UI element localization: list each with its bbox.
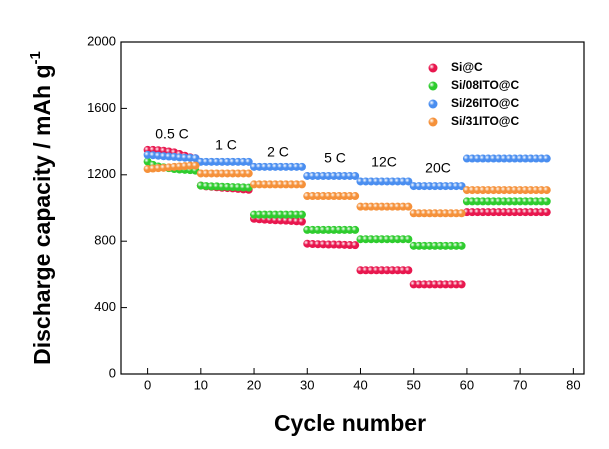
data-point	[404, 202, 413, 211]
data-point	[457, 241, 466, 250]
y-tick-label: 1200	[87, 166, 116, 181]
x-tick-label: 60	[460, 377, 474, 392]
y-axis-label-sup: -1	[27, 51, 44, 64]
plot-frame	[120, 41, 585, 375]
legend-marker	[428, 63, 438, 73]
rate-annotation: 5 C	[324, 150, 346, 166]
rate-annotation: 20C	[425, 160, 451, 176]
data-point	[542, 208, 551, 217]
data-point	[542, 197, 551, 206]
y-tick-label: 400	[94, 299, 116, 314]
y-tick-label: 2000	[87, 33, 116, 48]
data-point	[351, 241, 360, 250]
legend-label: Si@C	[451, 60, 483, 74]
data-point	[351, 225, 360, 234]
x-tick-label: 20	[247, 377, 261, 392]
data-point	[457, 280, 466, 289]
x-tick-label: 10	[194, 377, 208, 392]
rate-annotation: 0.5 C	[155, 126, 188, 142]
rate-annotation: 2 C	[267, 144, 289, 160]
data-point	[244, 157, 253, 166]
legend-label: Si/26ITO@C	[451, 96, 520, 110]
legend-marker	[428, 81, 438, 91]
y-tick-label: 800	[94, 233, 116, 248]
x-axis-label: Cycle number	[274, 410, 426, 436]
data-point	[457, 209, 466, 218]
data-point	[297, 210, 306, 219]
rate-annotation: 1 C	[215, 137, 237, 153]
data-point	[351, 192, 360, 201]
legend-marker	[428, 117, 438, 127]
data-point	[404, 266, 413, 275]
data-point	[244, 169, 253, 178]
rate-annotation: 12C	[371, 154, 397, 170]
y-tick-label: 1600	[87, 100, 116, 115]
x-tick-label: 70	[513, 377, 527, 392]
y-axis-label: Discharge capacity / mAh g-1	[27, 51, 55, 365]
data-point	[297, 180, 306, 189]
legend-label: Si/31ITO@C	[451, 114, 520, 128]
legend-label: Si/08ITO@C	[451, 78, 520, 92]
legend-marker	[428, 99, 438, 109]
x-tick-label: 50	[406, 377, 420, 392]
x-tick-label: 40	[353, 377, 367, 392]
x-tick-label: 30	[300, 377, 314, 392]
y-axis-label-main: Discharge capacity / mAh g	[29, 64, 55, 364]
data-point	[191, 161, 200, 170]
data-point	[542, 186, 551, 195]
data-point	[297, 217, 306, 226]
y-tick-label: 0	[109, 365, 116, 380]
data-point	[297, 162, 306, 171]
data-point	[404, 177, 413, 186]
data-point	[404, 235, 413, 244]
data-point	[351, 171, 360, 180]
x-tick-label: 80	[566, 377, 580, 392]
x-tick-label: 0	[144, 377, 151, 392]
data-point	[542, 154, 551, 163]
